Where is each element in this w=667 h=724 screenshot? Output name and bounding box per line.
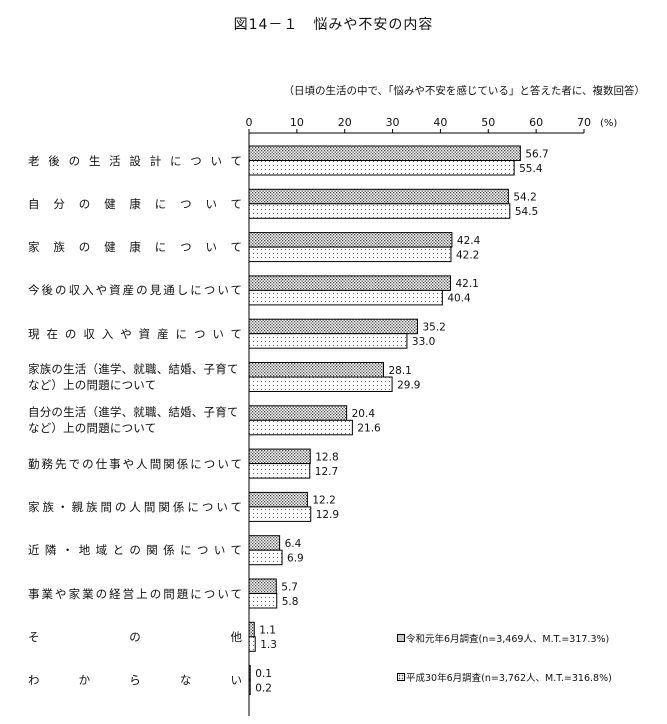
x-tick-label: 50	[481, 116, 495, 129]
category-label: 老後の生活設計について	[28, 153, 242, 168]
bar-r1-9	[248, 535, 281, 551]
bar-h30-8	[248, 506, 312, 522]
data-label: 35.2	[422, 321, 445, 333]
bar-r1-0	[248, 145, 521, 161]
data-label: 20.4	[352, 408, 376, 420]
data-label: 54.5	[515, 206, 538, 218]
unit-label: (%)	[600, 118, 617, 129]
category-label: わからない	[28, 673, 242, 688]
data-label: 5.8	[282, 596, 299, 608]
bar-r1-8	[248, 491, 308, 508]
category-label: 自分の健康について	[28, 196, 242, 211]
bar-h30-4	[248, 333, 408, 349]
bar-h30-5	[248, 376, 393, 392]
data-label: 12.9	[316, 509, 339, 521]
category-label: 現在の収入や資産について	[28, 326, 242, 341]
legend-label: 平成30年6月調査(n=3,762人、M.T.=316.8%)	[406, 673, 612, 684]
chart-subtitle: （日頃の生活の中で、「悩みや不安を感じている」と答えた者に、複数回答）	[283, 85, 645, 97]
data-label: 33.0	[412, 336, 435, 348]
data-label: 12.2	[312, 495, 335, 507]
category-label: 自分の生活（進学、就職、結婚、子育てなど）上の問題について	[28, 405, 239, 436]
data-label: 54.2	[513, 192, 536, 204]
bar-h30-11	[248, 636, 256, 652]
data-label: 29.9	[397, 379, 420, 391]
data-label: 6.4	[285, 538, 302, 550]
figure-title: 図14－１ 悩みや不安の内容	[233, 17, 434, 33]
legend-item: 平成30年6月調査(n=3,762人、M.T.=316.8%)	[397, 670, 612, 684]
bar-r1-11	[248, 621, 255, 638]
bar-r1-2	[248, 232, 453, 248]
legend-label: 令和元年6月調査(n=3,469人、M.T.=317.3%)	[406, 634, 610, 645]
data-label: 0.1	[255, 668, 272, 680]
legend-swatch	[397, 673, 405, 681]
bar-r1-3	[248, 275, 451, 291]
x-tick-label: 10	[290, 116, 304, 129]
category-label: 近隣・地域との関係について	[28, 543, 242, 558]
bar-h30-6	[248, 419, 353, 436]
bar-r1-7	[248, 448, 311, 465]
category-label: 家族の生活（進学、就職、結婚、子育てなど）上の問題について	[28, 362, 239, 392]
category-label: 家族の健康について	[28, 240, 242, 255]
bar-h30-7	[248, 463, 311, 479]
bar-h30-3	[248, 289, 443, 306]
bar-r1-5	[248, 362, 384, 378]
legend-swatch	[397, 634, 405, 642]
bar-r1-6	[248, 405, 348, 421]
bar-r1-12	[248, 665, 251, 681]
data-label: 5.7	[281, 581, 298, 593]
bar-h30-2	[248, 246, 452, 263]
data-label: 42.2	[456, 249, 479, 261]
bar-r1-4	[248, 318, 418, 335]
data-label: 12.8	[315, 451, 338, 463]
category-label: その他	[28, 629, 242, 644]
x-tick-label: 60	[529, 116, 543, 129]
data-label: 42.4	[457, 235, 481, 247]
bar-h30-12	[248, 679, 251, 696]
data-label: 1.3	[260, 639, 277, 651]
x-tick-label: 0	[246, 116, 253, 129]
bar-h30-10	[248, 593, 278, 609]
data-label: 55.4	[519, 163, 543, 175]
category-label: 勤務先での仕事や人間関係について	[28, 456, 242, 471]
data-label: 40.4	[447, 293, 471, 305]
bar-h30-9	[248, 549, 283, 566]
legend-item: 令和元年6月調査(n=3,469人、M.T.=317.3%)	[397, 631, 609, 645]
data-label: 6.9	[287, 552, 304, 564]
bar-h30-0	[248, 160, 515, 176]
category-label: 事業や家業の経営上の問題について	[28, 586, 242, 601]
bar-h30-1	[248, 203, 511, 219]
x-tick-label: 30	[386, 116, 400, 129]
category-label: 今後の収入や資産の見通しについて	[28, 283, 242, 298]
data-label: 56.7	[525, 148, 548, 160]
data-label: 21.6	[357, 423, 381, 435]
data-label: 0.2	[255, 682, 272, 694]
bar-r1-1	[248, 188, 509, 205]
data-label: 42.1	[455, 278, 478, 290]
x-tick-label: 70	[577, 116, 591, 129]
x-tick-label: 20	[338, 116, 352, 129]
data-label: 12.7	[315, 466, 338, 478]
bar-r1-10	[248, 578, 277, 594]
data-label: 28.1	[388, 365, 411, 377]
x-tick-label: 40	[433, 116, 447, 129]
category-label: 家族・親族間の人間関係について	[28, 499, 242, 514]
data-label: 1.1	[259, 625, 276, 637]
